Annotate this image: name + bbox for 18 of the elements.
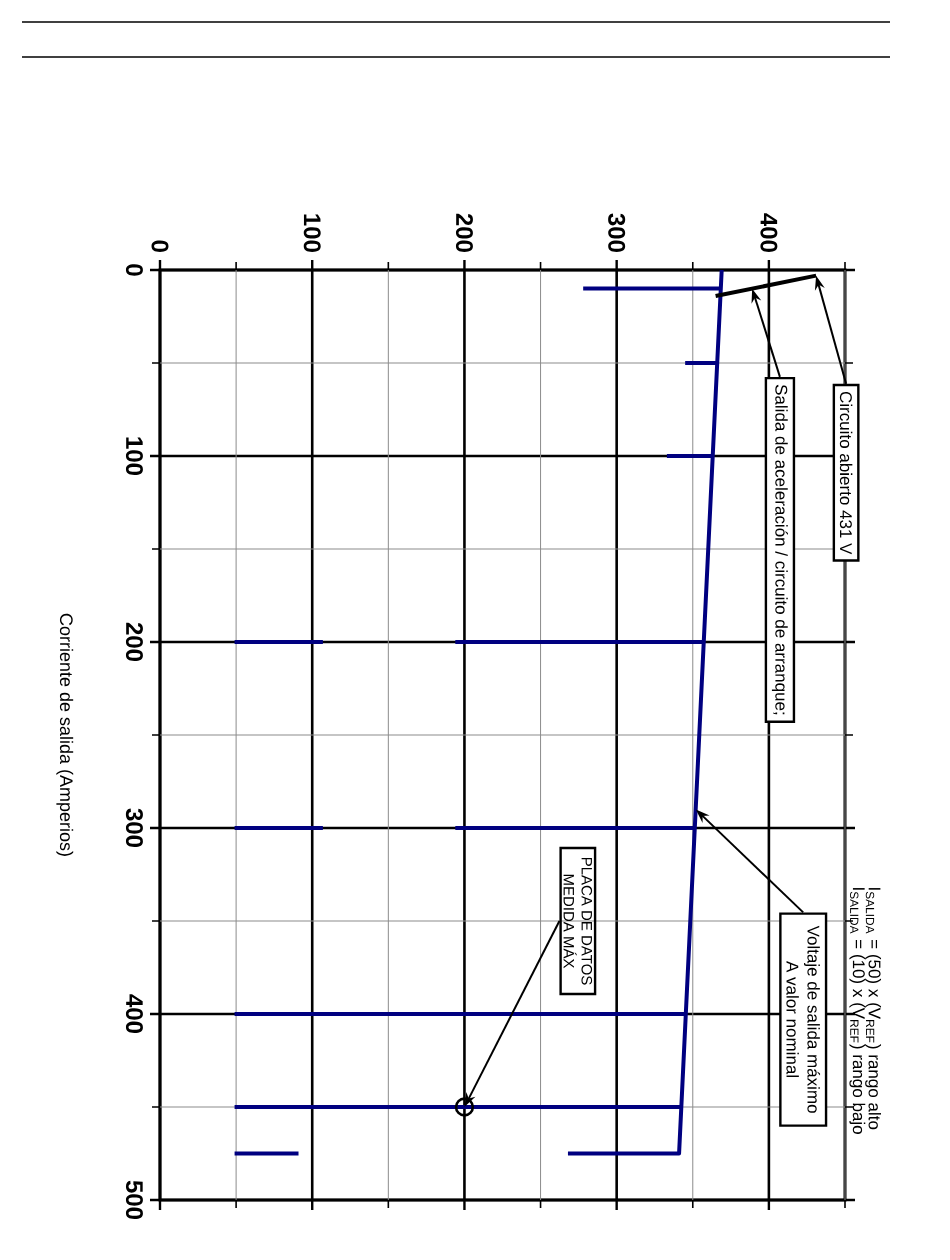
y-tick-label: 100 — [125, 437, 143, 476]
x-tick-label: 300 — [608, 213, 626, 252]
x-tick-label: 100 — [303, 214, 321, 252]
y-tick-label: 300 — [125, 808, 143, 848]
y-tick-label: 500 — [125, 1180, 143, 1220]
y-axis-title: Corriente de salida (Amperios) — [56, 613, 74, 856]
y-tick-label: 0 — [125, 264, 143, 276]
annotation: Salida de aceleración / circuito de arranque; — [771, 384, 788, 715]
y-tick-label: 200 — [125, 622, 143, 662]
annotation: Voltaje de salida máximo A valor nominal — [786, 925, 821, 1113]
x-tick-label: 400 — [760, 213, 778, 252]
annotation: Circuito abierto 431 V — [839, 391, 853, 555]
y-tick-label: 400 — [125, 994, 143, 1034]
text: I$_{SALIDA}$ = (10) x (V$_{REF}$) rango bajo — [849, 888, 866, 1134]
annotation: PLACA DE DATOS MEDIDA MÁX — [563, 857, 593, 985]
text: I$_{SALIDA}$ = (50) x (V$_{REF}$) rango alto — [865, 888, 882, 1130]
x-tick-label: 0 — [151, 240, 169, 252]
x-tick-label: 200 — [455, 213, 473, 252]
